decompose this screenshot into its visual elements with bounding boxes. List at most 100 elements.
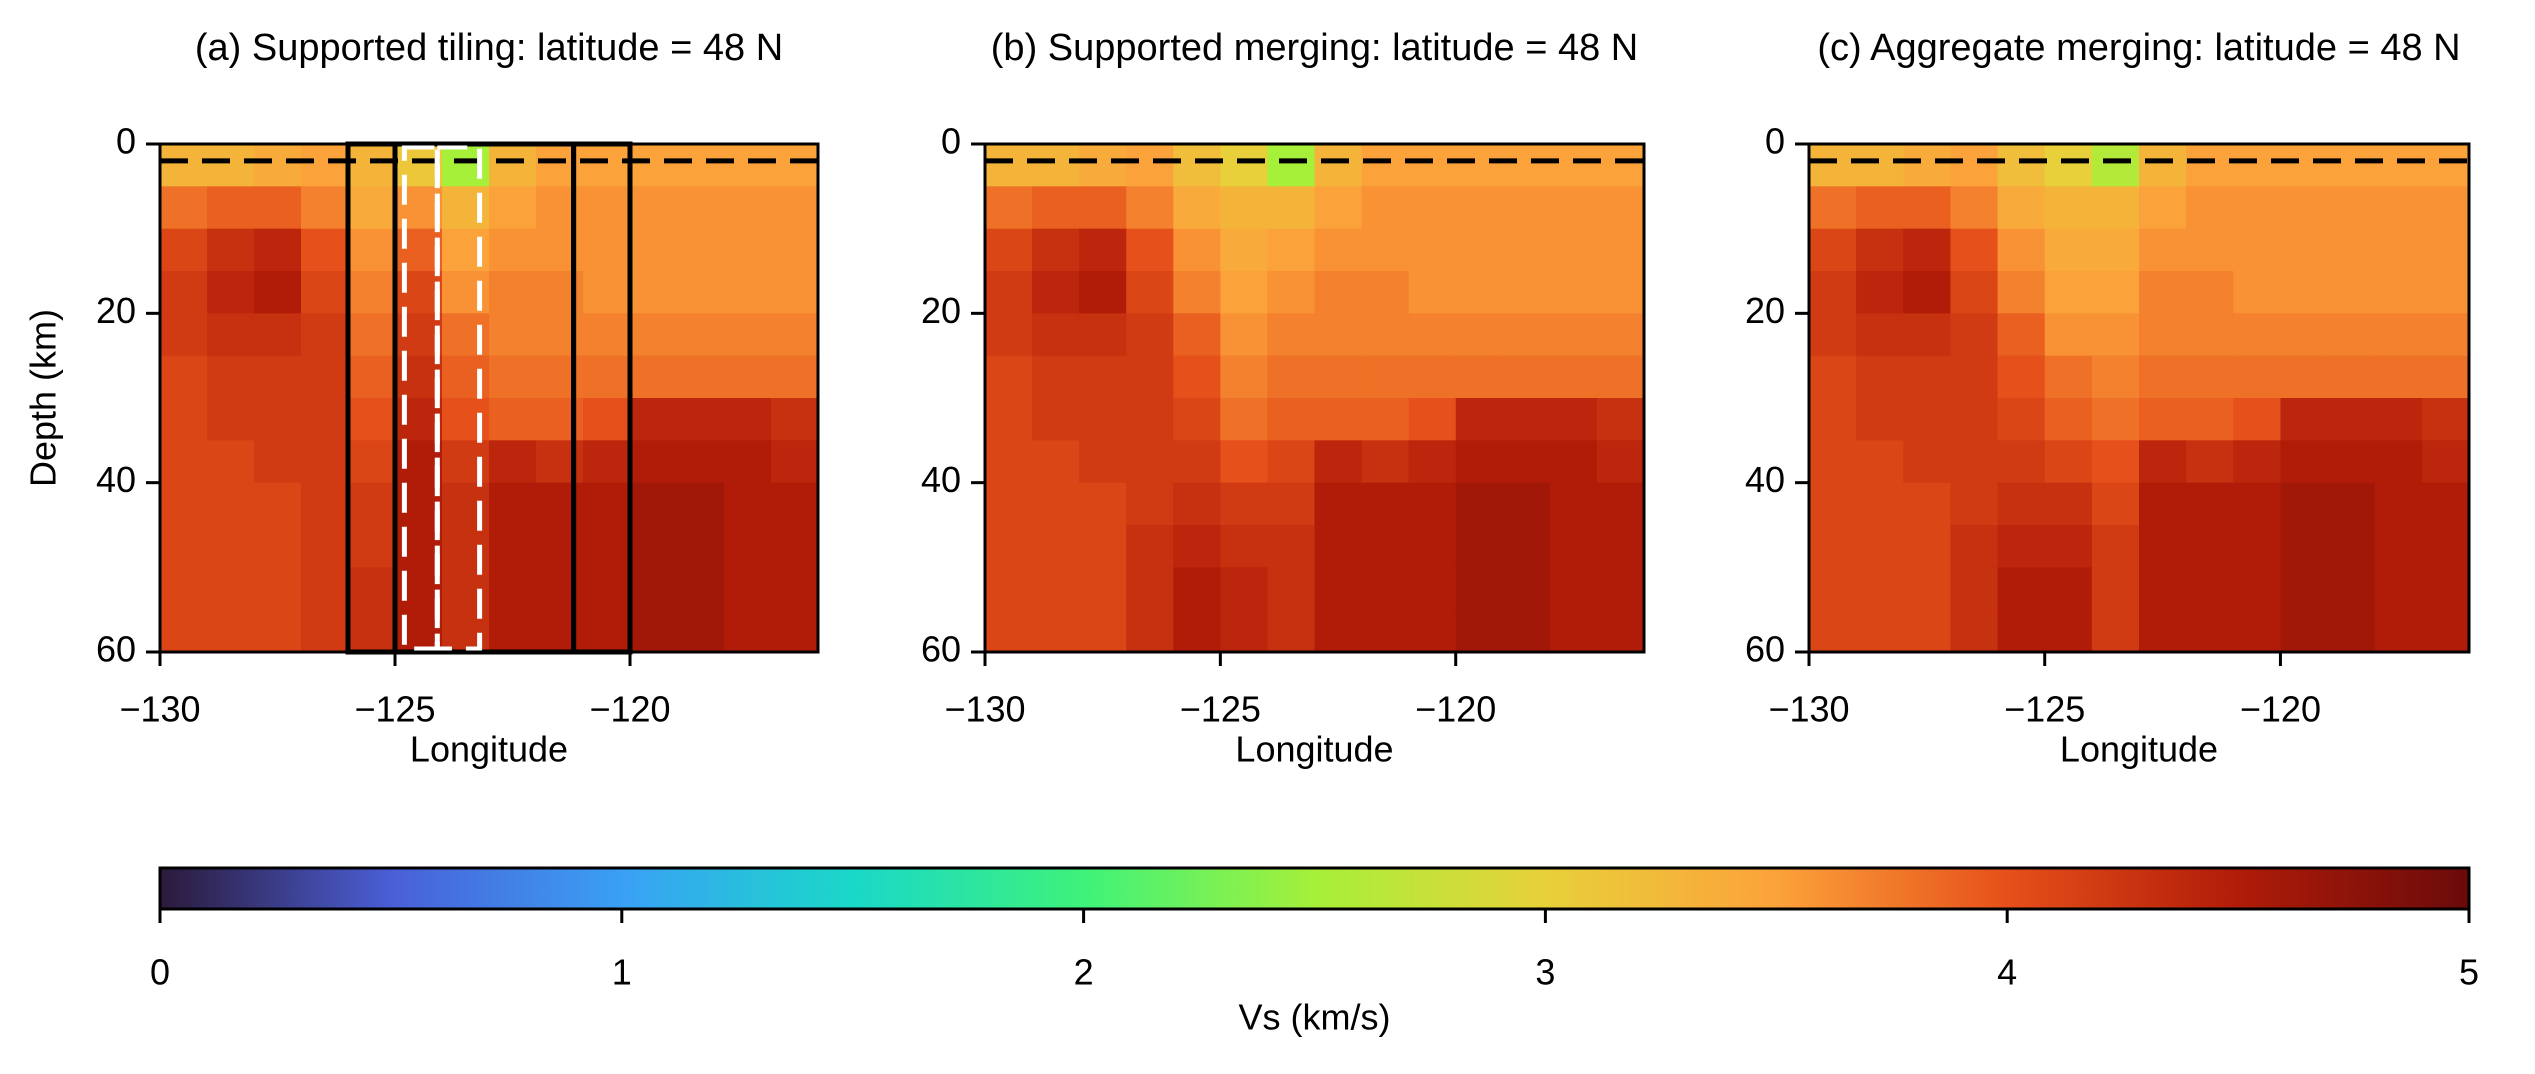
heatmap-cell — [1079, 271, 1127, 314]
heatmap-cell — [583, 482, 631, 526]
heatmap-cell — [2186, 398, 2234, 441]
y-tick-label: 60 — [96, 629, 136, 670]
heatmap-cell — [1361, 271, 1410, 314]
heatmap-cell — [1408, 355, 1457, 399]
heatmap-cell — [160, 355, 208, 399]
colorbar-label: Vs (km/s) — [1239, 997, 1391, 1038]
heatmap-cell — [1267, 609, 1316, 653]
heatmap-cell — [207, 271, 255, 314]
heatmap-cell — [724, 144, 772, 187]
heatmap-cell — [677, 525, 725, 568]
heatmap-cell — [677, 609, 725, 653]
heatmap-cell — [677, 144, 725, 187]
plot-frame — [983, 142, 1646, 654]
heatmap-cell — [160, 313, 208, 357]
heatmap-cell — [536, 398, 584, 441]
x-tick-label: −120 — [2240, 689, 2321, 730]
heatmap-cell — [677, 271, 725, 314]
heatmap-cell — [442, 228, 490, 272]
heatmap-cell — [160, 440, 208, 484]
heatmap-cell — [348, 271, 396, 314]
heatmap-cell — [1314, 398, 1363, 441]
heatmap-cell — [724, 482, 772, 526]
colorbar-tick-label: 4 — [1997, 952, 2017, 993]
heatmap-cell — [2044, 609, 2093, 653]
plot-frame — [158, 142, 820, 654]
heatmap-cell — [1502, 440, 1551, 484]
heatmap-cell — [1455, 525, 1504, 568]
chart-title: (c) Aggregate merging: latitude = 48 N — [1817, 27, 2460, 69]
heatmap-cell — [1596, 355, 1645, 399]
heatmap-cell — [1997, 144, 2046, 187]
heatmap-cell — [1126, 144, 1174, 187]
heatmap-cell — [1903, 144, 1952, 187]
heatmap-cell — [1549, 144, 1598, 187]
heatmap-cell — [985, 186, 1033, 230]
heatmap-cell — [207, 482, 255, 526]
heatmap-cell — [583, 525, 631, 568]
heatmap-cell — [1455, 482, 1504, 526]
heatmap-cell — [1549, 355, 1598, 399]
heatmap-cell — [160, 609, 208, 653]
heatmap-cell — [2421, 398, 2470, 441]
heatmap-cell — [583, 609, 631, 653]
heatmap-cell — [301, 228, 349, 272]
heatmap-cell — [2233, 398, 2282, 441]
heatmap-cell — [2186, 355, 2234, 399]
heatmap-cell — [1903, 609, 1952, 653]
heatmap-cell — [2044, 567, 2093, 611]
heatmap-cell — [2091, 567, 2140, 611]
heatmap-cell — [1408, 609, 1457, 653]
heatmap-cell — [1032, 186, 1080, 230]
heatmap-cell — [348, 398, 396, 441]
heatmap-cell — [630, 525, 678, 568]
colorbar — [158, 866, 2471, 911]
heatmap-cell — [1314, 144, 1363, 187]
heatmap-cell — [536, 313, 584, 357]
heatmap-cell — [2233, 609, 2282, 653]
heatmap-cell — [207, 609, 255, 653]
heatmap-cell — [677, 482, 725, 526]
heatmap-cell — [1809, 440, 1857, 484]
heatmap-cell — [1408, 525, 1457, 568]
heatmap-cell — [1408, 144, 1457, 187]
heatmap-cell — [1220, 313, 1269, 357]
heatmap-cell — [2327, 525, 2376, 568]
heatmap-cell — [1126, 567, 1174, 611]
heatmap-cell — [254, 609, 302, 653]
heatmap-cell — [2186, 440, 2234, 484]
heatmap-cell — [2233, 440, 2282, 484]
heatmap-cell — [536, 440, 584, 484]
heatmap-cell — [724, 186, 772, 230]
heatmap-cell — [1361, 482, 1410, 526]
heatmap-cell — [489, 271, 537, 314]
heatmap-cell — [1809, 525, 1857, 568]
y-tick-label: 0 — [941, 121, 961, 162]
heatmap-cell — [1856, 482, 1904, 526]
x-tick-label: −130 — [119, 689, 200, 730]
heatmap-cell — [1361, 355, 1410, 399]
heatmap-cell — [2186, 609, 2234, 653]
heatmap-cell — [1903, 440, 1952, 484]
heatmap-cell — [2327, 186, 2376, 230]
heatmap-cell — [160, 398, 208, 441]
heatmap-cell — [301, 567, 349, 611]
heatmap-cell — [442, 313, 490, 357]
heatmap-cell — [1361, 609, 1410, 653]
heatmap-cell — [1361, 186, 1410, 230]
heatmap-cell — [1856, 313, 1904, 357]
heatmap-cell — [2374, 567, 2423, 611]
heatmap-cell — [2374, 398, 2423, 441]
heatmap-cell — [724, 525, 772, 568]
heatmap-cell — [2327, 228, 2376, 272]
heatmap-cell — [2186, 525, 2234, 568]
heatmap-cell — [536, 355, 584, 399]
heatmap-cell — [630, 567, 678, 611]
heatmap-cell — [1361, 228, 1410, 272]
heatmap-cell — [1596, 398, 1645, 441]
heatmap-cell — [1126, 440, 1174, 484]
heatmap-cell — [1997, 271, 2046, 314]
heatmap-cell — [1903, 567, 1952, 611]
heatmap-cell — [771, 144, 819, 187]
heatmap-cell — [1126, 228, 1174, 272]
